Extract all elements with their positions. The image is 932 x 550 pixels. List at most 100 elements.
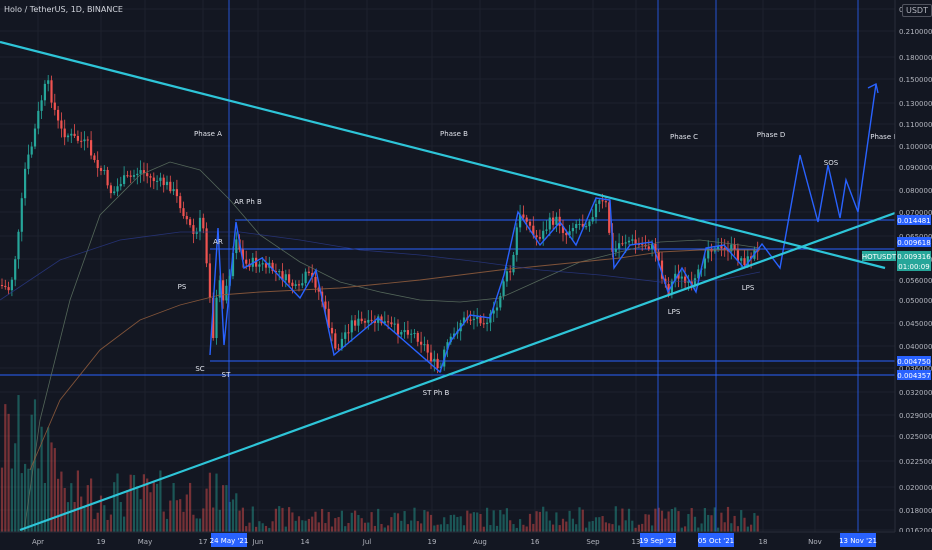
candle-body — [119, 183, 122, 187]
volume-bar — [624, 520, 627, 532]
candle-body — [509, 271, 512, 273]
candle-body — [436, 358, 439, 369]
time-axis[interactable]: Apr 19 May 17 Jun 14 Jul 19 Aug 16 Sep 13 18 Nov 24 Ma… — [32, 533, 877, 547]
candle-body — [502, 281, 505, 297]
y-tick-label: 0.180000 — [899, 54, 932, 62]
candle-body — [601, 200, 604, 202]
x-highlight-bg — [640, 533, 676, 547]
volume-bar — [169, 500, 172, 532]
candle-body — [667, 283, 670, 295]
y-tick-label: 0.018000 — [899, 507, 932, 515]
candle-body — [433, 358, 436, 362]
x-tick-label: Apr — [32, 538, 44, 546]
candle-body — [697, 269, 700, 279]
volume-bar — [720, 512, 723, 532]
x-tick-label: 18 — [759, 538, 768, 546]
volume-bar — [631, 520, 634, 532]
candle-body — [416, 332, 419, 342]
volume-bar — [291, 512, 294, 532]
candle-body — [390, 322, 393, 325]
candle-body — [96, 159, 99, 169]
volume-bar — [271, 521, 274, 532]
volume-bar — [294, 520, 297, 532]
candle-body — [575, 224, 578, 229]
currency-badge[interactable]: USDT — [902, 4, 932, 17]
candle-body — [281, 271, 284, 281]
volume-bar — [528, 513, 532, 532]
volume-bar — [86, 485, 89, 532]
volume-bar — [116, 473, 119, 532]
candle-body — [198, 217, 202, 232]
annotation-label: ST — [222, 371, 231, 379]
volume-bar — [674, 507, 677, 532]
volume-bar — [591, 521, 594, 532]
candle-body — [27, 154, 30, 169]
volume-bar — [443, 517, 446, 532]
volume-bar — [436, 524, 439, 532]
volume-bar — [750, 524, 753, 532]
volume-bar — [515, 527, 518, 532]
candle-body — [311, 272, 314, 277]
volume-bar — [585, 527, 588, 532]
candle-body — [241, 249, 244, 260]
candle-body — [746, 256, 749, 266]
candle-body — [215, 297, 218, 339]
volume-bar — [264, 525, 268, 532]
volume-bar — [284, 526, 287, 532]
volume-bar — [344, 526, 347, 532]
y-tick-label: 0.029000 — [899, 412, 932, 420]
candle-body — [40, 100, 43, 111]
volume-bar — [637, 524, 640, 532]
volume-bar — [354, 510, 357, 532]
volume-bar — [723, 522, 726, 532]
volume-bar — [558, 525, 561, 532]
candle-body — [334, 333, 337, 349]
x-highlight-bg — [698, 533, 734, 547]
volume-bar — [162, 511, 165, 532]
volume-bar — [314, 511, 317, 532]
y-tick-label: 0.045000 — [899, 320, 932, 328]
volume-bar — [106, 519, 109, 532]
volume-bar — [172, 483, 175, 532]
candle-body — [271, 262, 274, 272]
volume-bar — [152, 480, 155, 532]
volume-bar — [641, 523, 644, 532]
volume-bar — [57, 478, 60, 532]
price-axis[interactable]: 0.016200 0.018000 0.020000 0.022500 0.025000… — [899, 6, 932, 535]
volume-bar — [40, 426, 43, 532]
candle-body — [654, 243, 657, 252]
price-label: 0.009618 — [897, 239, 930, 247]
volume-bar — [393, 512, 396, 532]
volume-bar — [647, 514, 650, 532]
volume-bar — [456, 516, 459, 532]
candle-body — [7, 287, 10, 291]
volume-bars — [0, 395, 759, 532]
y-tick-label: 0.100000 — [899, 143, 932, 151]
annotation-label: LPS — [742, 284, 755, 292]
volume-bar — [561, 518, 565, 532]
candle-body — [512, 254, 515, 273]
volume-bar — [459, 516, 462, 532]
volume-bar — [304, 520, 307, 532]
candle-body — [555, 216, 558, 225]
candle-body — [492, 310, 495, 314]
x-highlight-label: 13 Nov '21 — [839, 537, 877, 545]
volume-bar — [601, 516, 604, 532]
candle-body — [103, 169, 106, 171]
volume-bar — [406, 524, 409, 532]
candle-body — [469, 319, 472, 321]
candle-body — [126, 175, 129, 177]
candle-body — [222, 280, 225, 301]
volume-bar — [740, 510, 743, 532]
candle-body — [472, 318, 475, 321]
candle-body — [146, 173, 149, 177]
candle-body — [486, 322, 489, 324]
volume-bar — [136, 486, 139, 532]
candle-body — [129, 175, 132, 177]
candle-body — [585, 226, 588, 228]
candle-body — [426, 344, 429, 353]
candle-body — [189, 219, 192, 226]
volume-bar — [400, 520, 403, 532]
candle-body — [360, 318, 363, 322]
